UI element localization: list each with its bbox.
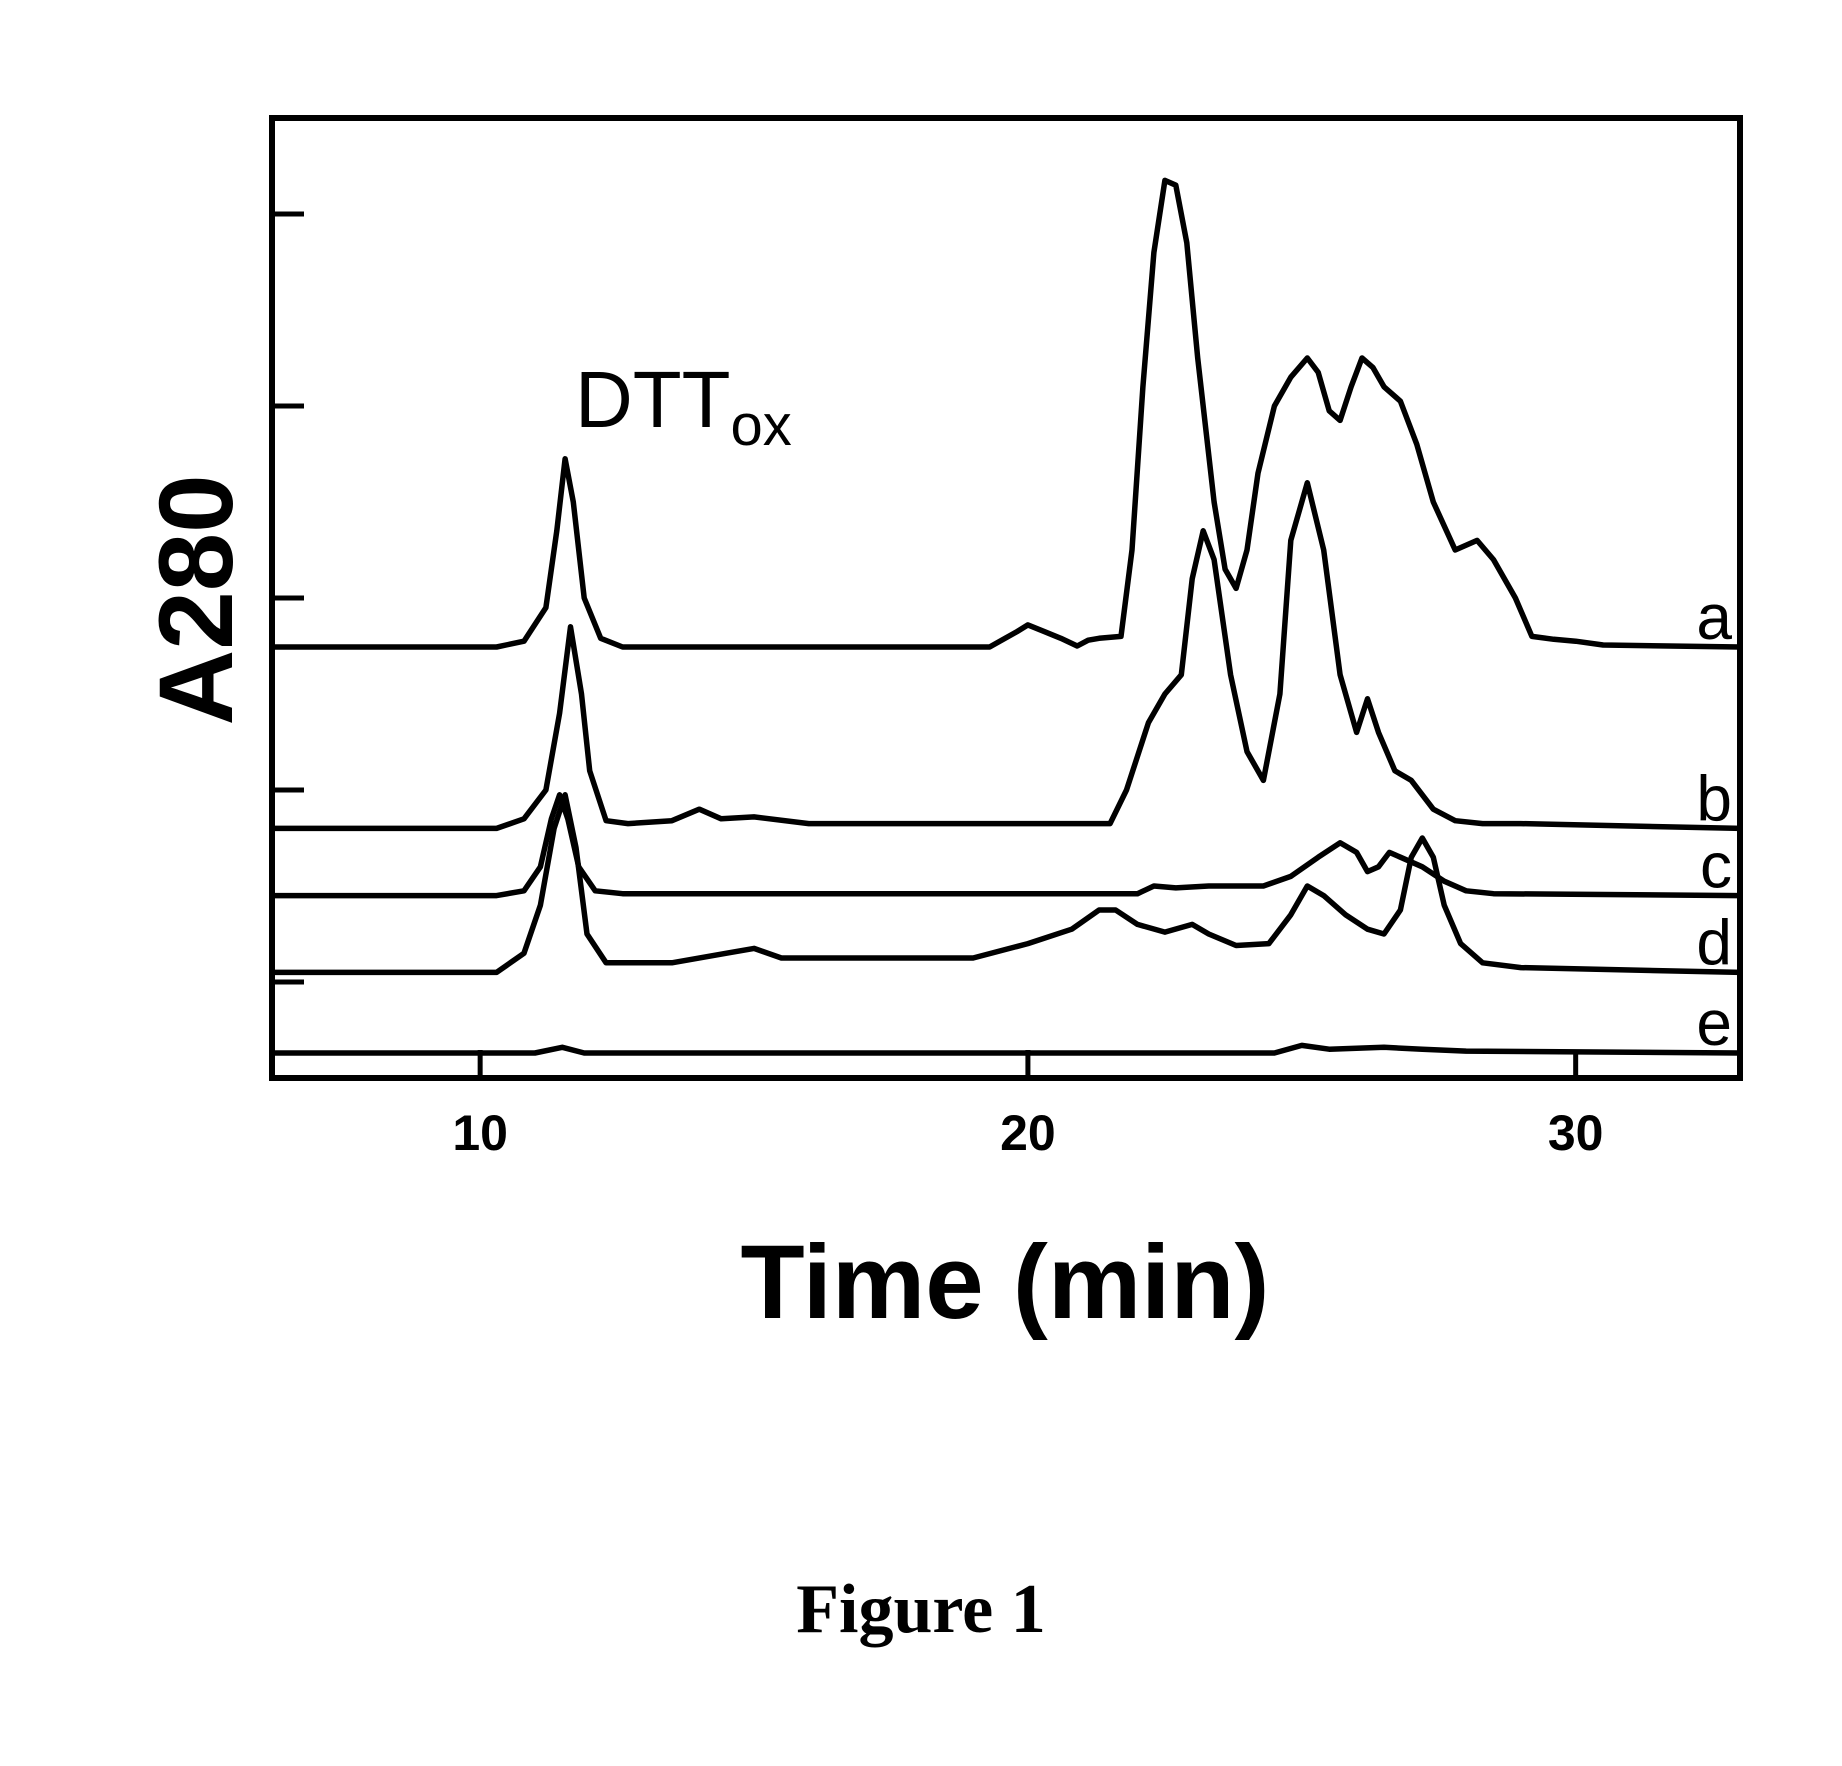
figure-caption: Figure 1 (0, 1570, 1842, 1650)
plot-frame (272, 118, 1740, 1078)
y-axis-ticks (272, 214, 304, 982)
dtt-ox-annotation: DTTox (575, 355, 792, 458)
trace-labels: a bcde (1696, 581, 1732, 1059)
trace-a (272, 180, 1740, 647)
annotation-subscript: ox (731, 393, 792, 458)
x-tick-label-30: 30 (1548, 1105, 1604, 1161)
trace-label-c: c (1700, 830, 1732, 902)
trace-c (272, 795, 1740, 896)
x-tick-label-20: 20 (1000, 1105, 1056, 1161)
x-tick-label-10: 10 (452, 1105, 508, 1161)
trace-label-d: d (1696, 906, 1732, 978)
trace-label-e: e (1696, 987, 1732, 1059)
trace-e (272, 1045, 1740, 1053)
x-axis-ticks: 10 20 30 (452, 1050, 1603, 1161)
traces (272, 180, 1740, 1053)
x-axis-label: Time (min) (741, 1224, 1270, 1341)
annotation-main: DTT (575, 355, 731, 444)
trace-label-a: a (1696, 581, 1732, 653)
trace-label-b: b (1696, 762, 1732, 834)
trace-b (272, 483, 1740, 829)
y-axis-label: A280 (138, 474, 255, 725)
